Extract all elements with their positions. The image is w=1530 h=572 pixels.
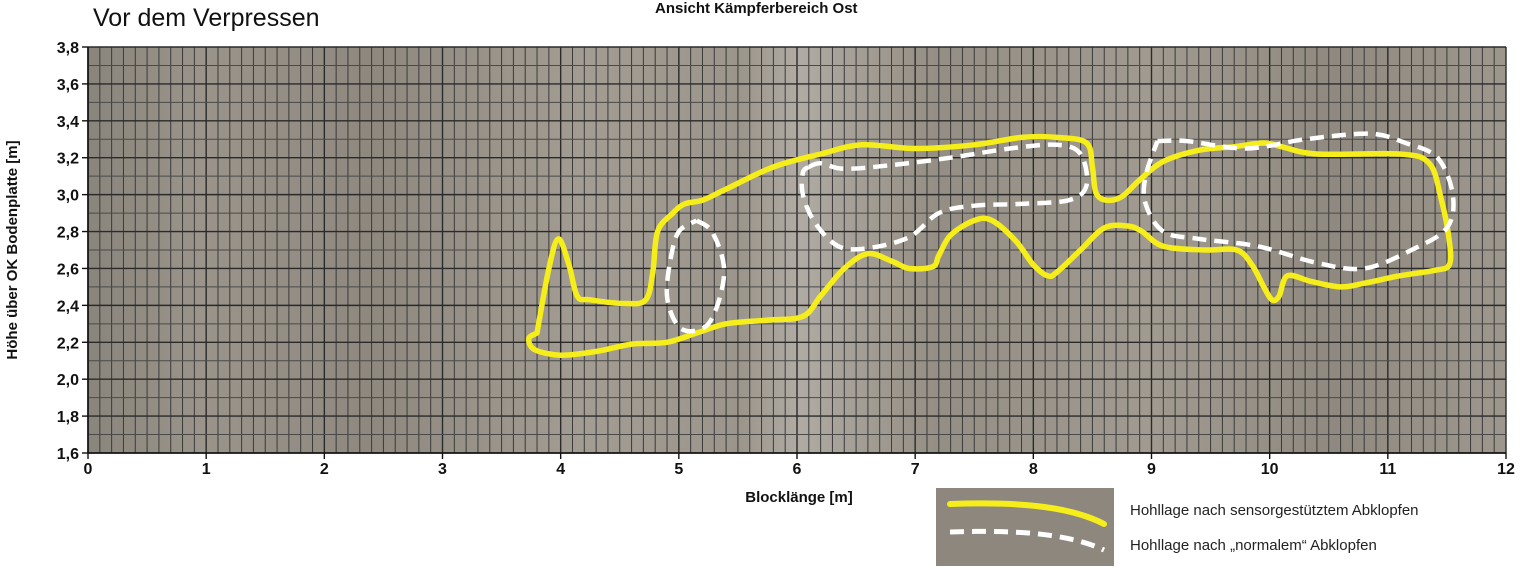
legend-swatches bbox=[947, 500, 1107, 553]
y-tick-label: 1,6 bbox=[57, 446, 79, 463]
x-tick-label: 12 bbox=[1497, 461, 1515, 478]
grid-lines bbox=[87, 46, 1507, 454]
y-axis-label: Höhe über OK Bodenplatte [m] bbox=[4, 140, 21, 359]
legend-label-normal: Hohllage nach „normalem“ Abklopfen bbox=[1130, 537, 1377, 554]
y-tick-label: 3,6 bbox=[57, 77, 79, 94]
y-tick-label: 2,2 bbox=[57, 335, 79, 352]
x-tick-label: 6 bbox=[793, 461, 802, 478]
y-tick-label: 2,0 bbox=[57, 372, 79, 389]
series-sensor-outline bbox=[525, 133, 1454, 358]
y-tick-label: 2,4 bbox=[57, 298, 79, 315]
x-tick-label: 3 bbox=[438, 461, 447, 478]
series-normal-outline-1 bbox=[664, 218, 727, 334]
page-heading: Vor dem Verpressen bbox=[93, 4, 320, 32]
legend-swatch-box bbox=[936, 488, 1114, 566]
legend-label-sensor: Hohllage nach sensorgestütztem Abklopfen bbox=[1130, 502, 1419, 519]
tick-labels: 0 1 2 3 4 5 6 7 8 9 10 11 121,61,82,02,22,42,62,83,0… bbox=[57, 40, 1515, 478]
y-tick-label: 2,8 bbox=[57, 225, 79, 242]
x-tick-label: 4 bbox=[556, 461, 565, 478]
x-tick-label: 2 bbox=[320, 461, 329, 478]
x-tick-label: 0 bbox=[84, 461, 93, 478]
x-tick-label: 10 bbox=[1261, 461, 1279, 478]
series-group bbox=[525, 131, 1456, 358]
y-tick-label: 3,2 bbox=[57, 151, 79, 168]
x-tick-label: 11 bbox=[1379, 461, 1396, 478]
x-tick-label: 5 bbox=[674, 461, 683, 478]
y-tick-label: 3,8 bbox=[57, 40, 79, 57]
x-tick-label: 8 bbox=[1029, 461, 1038, 478]
x-tick-label: 7 bbox=[911, 461, 920, 478]
x-tick-label: 1 bbox=[202, 461, 211, 478]
y-tick-label: 3,0 bbox=[57, 188, 79, 205]
series-normal-outline-2 bbox=[799, 142, 1090, 252]
y-tick-label: 3,4 bbox=[57, 114, 79, 131]
legend-line-normal bbox=[949, 528, 1106, 553]
y-tick-label: 1,8 bbox=[57, 409, 79, 426]
legend-line-sensor bbox=[947, 500, 1107, 527]
x-tick-label: 9 bbox=[1147, 461, 1156, 478]
chart-title: Ansicht Kämpferbereich Ost bbox=[655, 0, 858, 17]
y-tick-label: 2,6 bbox=[57, 261, 79, 278]
x-axis-label: Blocklänge [m] bbox=[745, 489, 853, 506]
series-normal-outline-3 bbox=[1141, 131, 1456, 272]
